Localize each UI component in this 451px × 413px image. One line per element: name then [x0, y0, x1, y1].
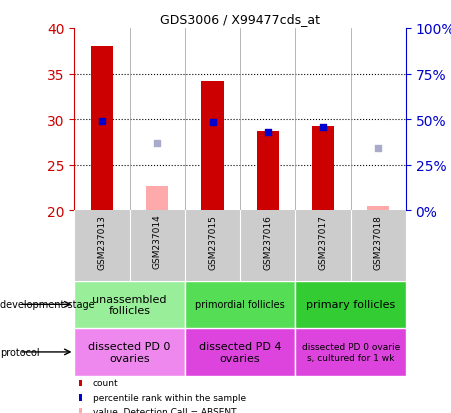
- Text: count: count: [92, 379, 118, 387]
- Bar: [79, 380, 82, 387]
- Bar: [185, 281, 295, 328]
- Bar: [295, 281, 406, 328]
- Bar: [185, 328, 295, 376]
- Bar: [79, 408, 82, 413]
- Text: primary follicles: primary follicles: [306, 299, 395, 310]
- Point: [264, 129, 272, 136]
- Bar: [257, 132, 279, 211]
- Bar: [74, 328, 185, 376]
- Text: GSM237015: GSM237015: [208, 214, 217, 269]
- Text: dissected PD 0 ovarie
s, cultured for 1 wk: dissected PD 0 ovarie s, cultured for 1 …: [302, 342, 400, 362]
- Text: development stage: development stage: [0, 299, 95, 310]
- Bar: [312, 127, 334, 211]
- Point: [209, 119, 216, 126]
- Bar: [74, 211, 406, 281]
- Text: unassembled
follicles: unassembled follicles: [92, 294, 167, 316]
- Point: [98, 118, 106, 125]
- Bar: [74, 281, 185, 328]
- Point: [154, 140, 161, 147]
- Text: GSM237018: GSM237018: [374, 214, 383, 269]
- Text: value, Detection Call = ABSENT: value, Detection Call = ABSENT: [92, 408, 236, 413]
- Bar: [91, 47, 113, 211]
- Bar: [367, 206, 389, 211]
- Text: dissected PD 0
ovaries: dissected PD 0 ovaries: [88, 341, 171, 363]
- Text: GSM237016: GSM237016: [263, 214, 272, 269]
- Text: protocol: protocol: [0, 347, 40, 357]
- Text: primordial follicles: primordial follicles: [195, 299, 285, 310]
- Point: [375, 145, 382, 152]
- Text: GSM237014: GSM237014: [153, 214, 162, 269]
- Text: GSM237017: GSM237017: [318, 214, 327, 269]
- Point: [319, 125, 327, 131]
- Text: GSM237013: GSM237013: [97, 214, 106, 269]
- Bar: [202, 82, 224, 211]
- Title: GDS3006 / X99477cds_at: GDS3006 / X99477cds_at: [160, 13, 320, 26]
- Text: dissected PD 4
ovaries: dissected PD 4 ovaries: [199, 341, 281, 363]
- Bar: [79, 394, 82, 401]
- Bar: [146, 186, 168, 211]
- Text: percentile rank within the sample: percentile rank within the sample: [92, 393, 246, 402]
- Bar: [295, 328, 406, 376]
